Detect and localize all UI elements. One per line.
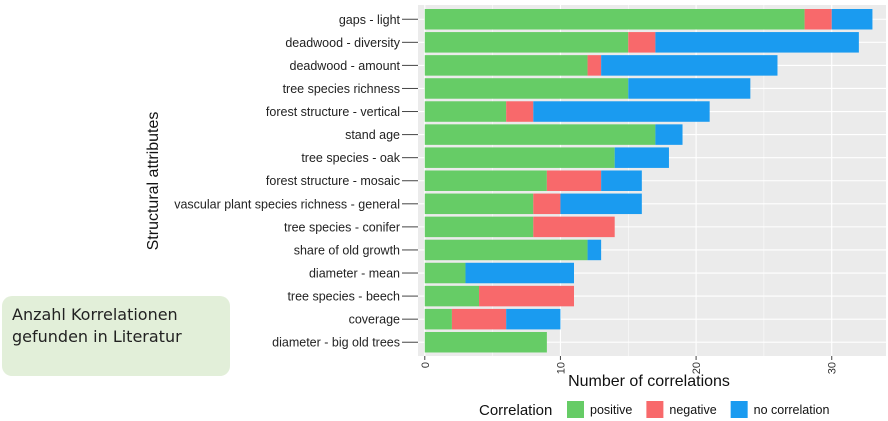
bar-segment-positive [424, 331, 547, 353]
legend-label: no correlation [754, 403, 830, 417]
legend-swatch-positive [567, 401, 584, 418]
bar-segment-no-correlation [560, 193, 642, 215]
bar-segment-negative [587, 55, 602, 76]
y-tick-label: deadwood - diversity [285, 36, 400, 50]
bar-segment-no-correlation [601, 55, 778, 76]
y-tick-label: coverage [349, 313, 400, 327]
legend: Correlation positive negative no correlati… [479, 401, 829, 419]
bar-segment-positive [424, 170, 547, 191]
bar-segment-positive [424, 55, 588, 76]
y-tick-labels: gaps - light deadwood - diversity deadwood… [174, 13, 418, 350]
bar-segment-no-correlation [628, 78, 751, 99]
bar-segment-positive [424, 32, 629, 53]
bar-segment-positive [424, 78, 629, 99]
bar-segment-negative [533, 216, 615, 238]
legend-swatch-negative [646, 401, 664, 418]
legend-label: negative [669, 403, 716, 417]
x-axis-title: Number of correlations [568, 373, 730, 390]
bar-segment-negative [451, 308, 507, 330]
bar-segment-positive [424, 124, 656, 145]
y-tick-label: stand age [345, 128, 400, 142]
legend-swatch-no-correlation [730, 401, 748, 418]
bar-segment-negative [546, 170, 602, 191]
bar-segment-no-correlation [655, 32, 859, 53]
bar-segment-positive [424, 9, 805, 30]
bar-segment-no-correlation [655, 124, 683, 145]
x-tick-label: 0 [420, 362, 432, 368]
bar-segment-no-correlation [587, 239, 602, 261]
y-tick-label: forest structure - vertical [266, 105, 400, 119]
bar-segment-negative [804, 9, 832, 30]
y-tick-label: vascular plant species richness - genera… [174, 197, 400, 211]
y-axis-title: Structural attributes [145, 112, 162, 251]
y-tick-label: diameter - big old trees [272, 336, 400, 350]
bar-segment-negative [506, 101, 534, 122]
x-tick-label: 10 [555, 362, 567, 374]
note-box: Anzahl Korrelationen gefunden in Literat… [2, 296, 230, 376]
bar-segment-positive [424, 239, 588, 261]
bar-segment-positive [424, 101, 507, 122]
bar-segment-no-correlation [614, 147, 669, 168]
y-tick-label: tree species richness [283, 82, 400, 96]
y-tick-label: deadwood - amount [290, 59, 401, 73]
bar-segment-negative [533, 193, 561, 215]
bar-segment-positive [424, 147, 615, 168]
y-tick-label: gaps - light [339, 13, 401, 27]
bar-segment-positive [424, 216, 534, 238]
x-tick-label: 30 [827, 362, 839, 374]
note-line-2: gefunden in Literatur [12, 327, 182, 346]
y-tick-label: share of old growth [294, 243, 400, 257]
bar-segment-positive [424, 308, 452, 330]
bar-segment-no-correlation [533, 101, 710, 122]
y-tick-label: diameter - mean [309, 267, 400, 281]
bar-segment-positive [424, 193, 534, 215]
bar-segment-positive [424, 262, 466, 284]
x-tick-label: 20 [691, 362, 703, 374]
y-tick-label: tree species - oak [301, 151, 400, 165]
bar-segment-positive [424, 285, 480, 307]
y-tick-label: tree species - conifer [284, 220, 400, 234]
bar-stacks [424, 9, 873, 353]
y-tick-label: tree species - beech [287, 290, 400, 304]
bar-segment-no-correlation [506, 308, 561, 330]
bar-segment-negative [628, 32, 656, 53]
note-line-1: Anzahl Korrelationen [12, 305, 178, 324]
bar-segment-no-correlation [465, 262, 574, 284]
bar-segment-negative [479, 285, 574, 307]
x-tick-labels: 0 10 20 30 [420, 356, 839, 374]
y-tick-label: forest structure - mosaic [266, 174, 400, 188]
bar-segment-no-correlation [831, 9, 873, 30]
legend-title: Correlation [479, 402, 552, 419]
legend-label: positive [590, 403, 632, 417]
bar-segment-no-correlation [601, 170, 642, 191]
